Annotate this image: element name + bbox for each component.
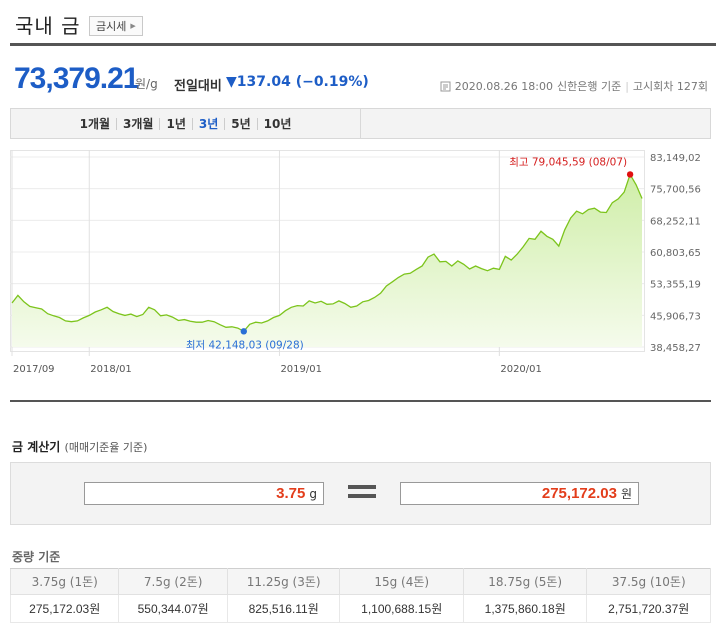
equals-icon bbox=[348, 485, 376, 501]
weight-value-cell: 825,516.11원 bbox=[226, 594, 341, 623]
period-selector: 1개월 3개월 1년 3년 5년 10년 bbox=[10, 108, 711, 139]
meta-divider: | bbox=[625, 79, 629, 93]
weight-value-cell: 1,100,688.15원 bbox=[339, 594, 464, 623]
area-fill bbox=[12, 174, 642, 347]
calculator-title-text: 금 계산기 bbox=[12, 440, 61, 454]
price-summary: 73,379.21 원/g 전일대비 ▼137.04 (−0.19%) 2020… bbox=[14, 62, 714, 98]
weight-table: 3.75g (1돈) 7.5g (2돈) 11.25g (3돈) 15g (4돈) 18… bbox=[9, 568, 711, 623]
weight-header-cell: 11.25g (3돈) bbox=[226, 568, 341, 595]
weight-table-header-row: 3.75g (1돈) 7.5g (2돈) 11.25g (3돈) 15g (4돈) 18… bbox=[9, 568, 711, 595]
y-tick-label: 75,700,56 bbox=[650, 185, 701, 196]
calculator-box: 3.75 g 275,172.03 원 bbox=[10, 462, 711, 525]
section-divider bbox=[10, 400, 711, 402]
weight-value-cell: 2,751,720.37원 bbox=[586, 594, 711, 623]
y-tick-label: 60,803,65 bbox=[650, 248, 701, 259]
change-label: 전일대비 bbox=[174, 79, 222, 94]
document-icon bbox=[440, 81, 451, 91]
weight-header-cell: 18.75g (5돈) bbox=[462, 568, 588, 595]
gold-price-button-label: 금시세 bbox=[96, 20, 127, 33]
y-tick-label: 83,149,02 bbox=[650, 153, 701, 164]
max-point bbox=[626, 171, 634, 178]
weight-header-cell: 37.5g (10돈) bbox=[586, 568, 711, 595]
price-round: 고시회차 127회 bbox=[632, 80, 708, 93]
period-tab-4[interactable]: 5년 bbox=[224, 117, 256, 130]
change-percent: (−0.19%) bbox=[295, 74, 369, 90]
period-tabs: 1개월 3개월 1년 3년 5년 10년 bbox=[11, 109, 361, 138]
calculator-title: 금 계산기 (매매기준율 기준) bbox=[12, 438, 147, 455]
page-header: 국내 금 금시세 ▶ bbox=[10, 0, 716, 46]
price-chart-svg: 83,149,02 75,700,56 68,252,11 60,803,65 53,3… bbox=[10, 150, 701, 375]
weight-unit: g bbox=[309, 486, 317, 501]
x-tick-label: 2020/01 bbox=[500, 364, 542, 375]
weight-header-cell: 7.5g (2돈) bbox=[118, 568, 228, 595]
weight-header-cell: 3.75g (1돈) bbox=[9, 568, 120, 595]
chevron-right-icon: ▶ bbox=[130, 22, 136, 30]
x-tick-label: 2018/01 bbox=[90, 364, 132, 375]
price-timestamp: 2020.08.26 18:00 bbox=[454, 79, 553, 93]
period-tab-3[interactable]: 3년 bbox=[191, 117, 224, 130]
y-tick-label: 38,458,27 bbox=[650, 343, 701, 354]
result-field[interactable]: 275,172.03 원 bbox=[400, 482, 639, 505]
weight-input[interactable]: 3.75 g bbox=[84, 482, 324, 505]
period-tab-1[interactable]: 3개월 bbox=[116, 117, 159, 130]
calculator-subtitle: (매매기준율 기준) bbox=[64, 441, 148, 454]
price-line bbox=[11, 172, 643, 333]
result-value: 275,172.03 bbox=[541, 485, 617, 502]
x-tick-label: 2019/01 bbox=[280, 364, 322, 375]
gold-price-button[interactable]: 금시세 ▶ bbox=[89, 16, 143, 36]
price-unit: 원/g bbox=[135, 77, 158, 91]
min-point bbox=[240, 328, 247, 335]
weight-header-cell: 15g (4돈) bbox=[339, 568, 464, 595]
price-chart: 83,149,02 75,700,56 68,252,11 60,803,65 53,3… bbox=[10, 150, 716, 380]
price-meta: 2020.08.26 18:00 신한은행 기준 | 고시회차 127회 bbox=[440, 78, 708, 94]
current-price: 73,379.21 bbox=[14, 62, 139, 95]
period-tab-5[interactable]: 10년 bbox=[256, 117, 298, 130]
down-arrow-icon: ▼ bbox=[226, 74, 237, 90]
weight-value-cell: 550,344.07원 bbox=[118, 594, 228, 623]
period-tab-0[interactable]: 1개월 bbox=[79, 116, 111, 131]
weight-value: 3.75 bbox=[276, 485, 306, 502]
period-tab-2[interactable]: 1년 bbox=[159, 117, 191, 130]
weight-value-cell: 1,375,860.18원 bbox=[462, 594, 588, 623]
x-tick-label: 2017/09 bbox=[13, 364, 55, 375]
result-unit: 원 bbox=[620, 487, 632, 501]
price-source: 신한은행 기준 bbox=[556, 80, 622, 93]
page-title: 국내 금 bbox=[15, 14, 81, 38]
min-label: 최저 42,148,03 (09/28) bbox=[186, 339, 304, 351]
price-change: ▼137.04 (−0.19%) bbox=[226, 74, 369, 90]
max-label: 최고 79,045,59 (08/07) bbox=[509, 156, 627, 168]
y-tick-label: 53,355,19 bbox=[650, 280, 701, 291]
weight-table-row: 275,172.03원 550,344.07원 825,516.11원 1,100,6… bbox=[9, 594, 711, 623]
change-value: 137.04 bbox=[236, 74, 291, 90]
weight-table-title: 중량 기준 bbox=[12, 550, 61, 564]
y-tick-label: 68,252,11 bbox=[650, 216, 701, 227]
y-tick-label: 45,906,73 bbox=[650, 311, 701, 322]
weight-value-cell: 275,172.03원 bbox=[9, 594, 120, 623]
